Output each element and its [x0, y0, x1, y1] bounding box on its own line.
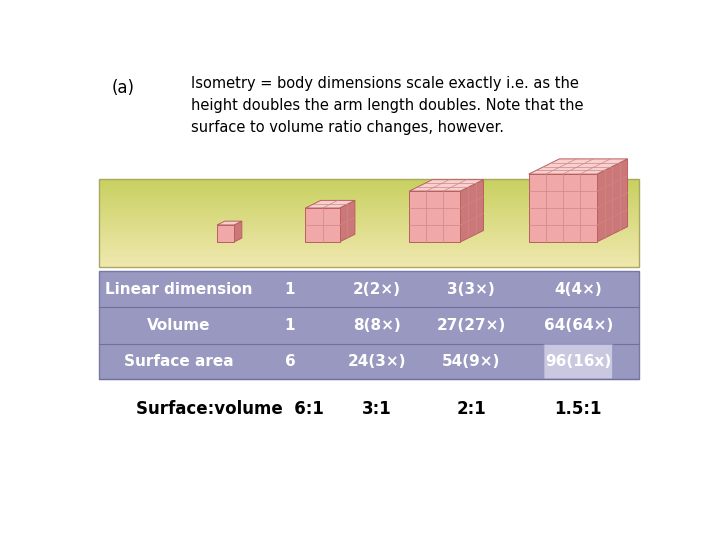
- Bar: [99, 265, 639, 266]
- Bar: [99, 227, 639, 230]
- Text: (a): (a): [112, 79, 135, 97]
- Bar: [99, 263, 639, 265]
- Polygon shape: [305, 200, 355, 208]
- Bar: [99, 213, 639, 214]
- Bar: [99, 260, 639, 262]
- Bar: [99, 226, 639, 228]
- Bar: [99, 207, 639, 208]
- Bar: [99, 229, 639, 231]
- Text: 1: 1: [284, 318, 295, 333]
- Bar: [99, 238, 639, 240]
- Bar: [99, 182, 639, 184]
- Bar: [99, 254, 639, 256]
- Bar: [99, 255, 639, 258]
- Text: 96(16x): 96(16x): [545, 354, 611, 369]
- Text: 64(64×): 64(64×): [544, 318, 613, 333]
- Bar: [99, 232, 639, 234]
- Bar: [99, 186, 639, 188]
- Bar: [99, 193, 639, 195]
- Text: Volume: Volume: [148, 318, 211, 333]
- Bar: [99, 208, 639, 210]
- Bar: [99, 233, 639, 235]
- Bar: [99, 225, 639, 226]
- Bar: [99, 204, 639, 206]
- Bar: [99, 211, 639, 213]
- Bar: [99, 185, 639, 186]
- Bar: [99, 198, 639, 200]
- Polygon shape: [340, 200, 355, 242]
- FancyBboxPatch shape: [544, 345, 613, 379]
- Bar: [99, 223, 639, 225]
- Bar: [99, 183, 639, 185]
- Bar: [305, 208, 340, 242]
- Bar: [99, 247, 639, 248]
- Bar: [99, 242, 639, 244]
- Bar: [99, 215, 639, 218]
- Text: Isometry = body dimensions scale exactly i.e. as the
height doubles the arm leng: Isometry = body dimensions scale exactly…: [191, 76, 583, 134]
- Bar: [99, 189, 639, 191]
- Polygon shape: [409, 180, 483, 191]
- Bar: [99, 271, 639, 379]
- Text: 1: 1: [284, 282, 295, 297]
- Bar: [99, 241, 639, 242]
- Text: 54(9×): 54(9×): [442, 354, 500, 369]
- Bar: [99, 210, 639, 212]
- Bar: [99, 217, 639, 219]
- Text: Surface:volume  6:1: Surface:volume 6:1: [135, 400, 323, 418]
- Bar: [99, 179, 639, 180]
- Text: Surface area: Surface area: [125, 354, 234, 369]
- Polygon shape: [528, 159, 628, 174]
- Polygon shape: [597, 159, 628, 242]
- Bar: [99, 202, 639, 204]
- Bar: [99, 249, 639, 252]
- Bar: [528, 174, 597, 242]
- Bar: [99, 248, 639, 250]
- Polygon shape: [217, 221, 242, 225]
- Bar: [99, 261, 639, 264]
- Bar: [99, 253, 639, 254]
- Bar: [99, 219, 639, 220]
- Bar: [99, 259, 639, 260]
- Bar: [99, 195, 639, 197]
- Bar: [99, 201, 639, 202]
- Bar: [99, 191, 639, 192]
- Bar: [99, 266, 639, 268]
- Bar: [99, 244, 639, 246]
- Bar: [99, 221, 639, 224]
- Bar: [99, 245, 639, 247]
- Bar: [99, 235, 639, 237]
- Text: 27(27×): 27(27×): [436, 318, 506, 333]
- Bar: [99, 192, 639, 194]
- Text: 3:1: 3:1: [362, 400, 392, 418]
- Text: 3(3×): 3(3×): [447, 282, 495, 297]
- Bar: [99, 205, 639, 207]
- Bar: [99, 214, 639, 216]
- Bar: [99, 199, 639, 201]
- Bar: [409, 191, 461, 242]
- Text: 2(2×): 2(2×): [353, 282, 401, 297]
- Bar: [217, 225, 234, 242]
- Text: 24(3×): 24(3×): [348, 354, 406, 369]
- Bar: [99, 187, 639, 190]
- Bar: [99, 237, 639, 238]
- Bar: [99, 180, 639, 182]
- Bar: [99, 179, 639, 267]
- Text: Linear dimension: Linear dimension: [105, 282, 253, 297]
- Text: 1.5:1: 1.5:1: [554, 400, 602, 418]
- Bar: [99, 231, 639, 232]
- Text: 4(4×): 4(4×): [554, 282, 602, 297]
- Bar: [99, 220, 639, 222]
- Bar: [99, 251, 639, 253]
- Polygon shape: [461, 180, 483, 242]
- Text: 2:1: 2:1: [456, 400, 486, 418]
- Text: 8(8×): 8(8×): [353, 318, 400, 333]
- Polygon shape: [234, 221, 242, 242]
- Bar: [99, 257, 639, 259]
- Bar: [99, 239, 639, 241]
- Text: 6: 6: [284, 354, 295, 369]
- Bar: [99, 197, 639, 198]
